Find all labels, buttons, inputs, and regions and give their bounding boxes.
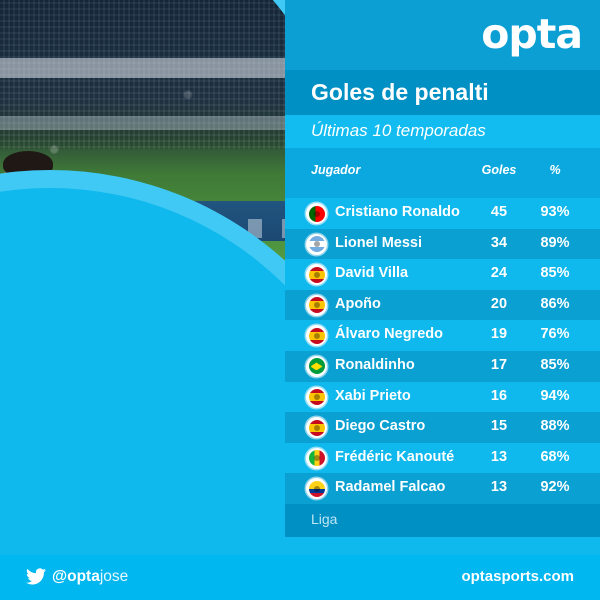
player-percent: 94% — [540, 387, 570, 404]
competition-label: Liga — [311, 511, 338, 527]
column-header-goals: Goles — [481, 163, 517, 177]
table-row: Álvaro Negredo 19 76% — [285, 320, 600, 351]
player-name: Frédéric Kanouté — [335, 448, 455, 465]
player-goals: 24 — [490, 265, 508, 282]
column-header-percent: % — [549, 163, 561, 177]
table-row: Radamel Falcao 13 92% — [285, 473, 600, 504]
player-photo-composition: RONALDO 7 — [0, 0, 330, 555]
twitter-handle[interactable]: @optajose — [52, 568, 128, 586]
player-goals: 13 — [490, 448, 508, 465]
player-name: Diego Castro — [335, 418, 426, 435]
table-row: David Villa 24 85% — [285, 259, 600, 290]
player-name: David Villa — [335, 265, 409, 282]
player-goals: 20 — [490, 295, 508, 312]
flag-argentina — [306, 233, 327, 255]
player-name: Xabi Prieto — [335, 387, 411, 404]
flag-colombia — [306, 478, 327, 500]
player-name: Lionel Messi — [335, 234, 423, 251]
table-row: Apoño 20 86% — [285, 289, 600, 321]
stand-band — [0, 115, 330, 131]
player-goals: 45 — [490, 204, 508, 220]
player-goals: 19 — [490, 326, 508, 343]
player-percent: 93% — [540, 204, 570, 220]
player-name: Álvaro Negredo — [335, 326, 443, 343]
player-percent: 85% — [540, 265, 570, 282]
brand-topbar: opta — [285, 0, 600, 70]
flag-spain — [306, 325, 327, 347]
player-percent: 88% — [540, 418, 570, 435]
flag-spain — [306, 294, 327, 316]
competition-band: Liga — [285, 504, 600, 537]
table-row: Xabi Prieto 16 94% — [285, 381, 600, 413]
player-percent: 76% — [540, 326, 570, 343]
table-row: Cristiano Ronaldo 45 93% — [285, 198, 600, 229]
footer-bar: @optajose optasports.com — [0, 555, 600, 600]
page-title: Goles de penalti — [311, 79, 489, 105]
player-goals: 34 — [490, 234, 508, 251]
table-header-row: Jugador Goles % — [285, 148, 600, 198]
table-row: Diego Castro 15 88% — [285, 412, 600, 443]
title-band: Goles de penalti — [285, 70, 600, 115]
flag-brazil — [306, 355, 327, 377]
player-name: Ronaldinho — [335, 356, 415, 373]
player-percent: 92% — [540, 479, 570, 496]
player-percent: 68% — [540, 448, 570, 465]
flag-spain — [306, 386, 327, 408]
player-name: Radamel Falcao — [335, 479, 446, 496]
table-body: Cristiano Ronaldo 45 93% Lionel Messi 34 89% D… — [285, 198, 600, 504]
player-percent: 89% — [540, 234, 570, 251]
flag-mali — [306, 447, 327, 469]
panel-bottom-filler — [285, 537, 600, 555]
twitter-handle-light: jose — [99, 568, 129, 585]
table-row: Ronaldinho 17 85% — [285, 350, 600, 382]
twitter-bird-icon — [26, 568, 46, 585]
column-header-player: Jugador — [311, 163, 361, 177]
table-row: Lionel Messi 34 89% — [285, 228, 600, 260]
player-percent: 86% — [540, 295, 570, 312]
page-subtitle: Últimas 10 temporadas — [311, 121, 486, 140]
player-goals: 16 — [490, 387, 508, 404]
twitter-handle-bold: @opta — [52, 568, 100, 585]
flag-portugal — [306, 203, 327, 224]
table-row: Frédéric Kanouté 13 68% — [285, 442, 600, 474]
flag-spain — [306, 264, 327, 286]
player-goals: 15 — [490, 418, 508, 435]
player-name: Cristiano Ronaldo — [335, 204, 460, 220]
player-percent: 85% — [540, 356, 570, 373]
player-goals: 13 — [490, 479, 508, 496]
stats-panel: opta Goles de penalti Últimas 10 tempora… — [285, 0, 600, 555]
opta-logo: opta — [481, 10, 583, 58]
website-url[interactable]: optasports.com — [461, 568, 574, 585]
subtitle-band: Últimas 10 temporadas — [285, 115, 600, 148]
flag-spain — [306, 417, 327, 439]
player-name: Apoño — [335, 295, 381, 312]
stand-band — [0, 58, 330, 78]
player-goals: 17 — [490, 356, 508, 373]
